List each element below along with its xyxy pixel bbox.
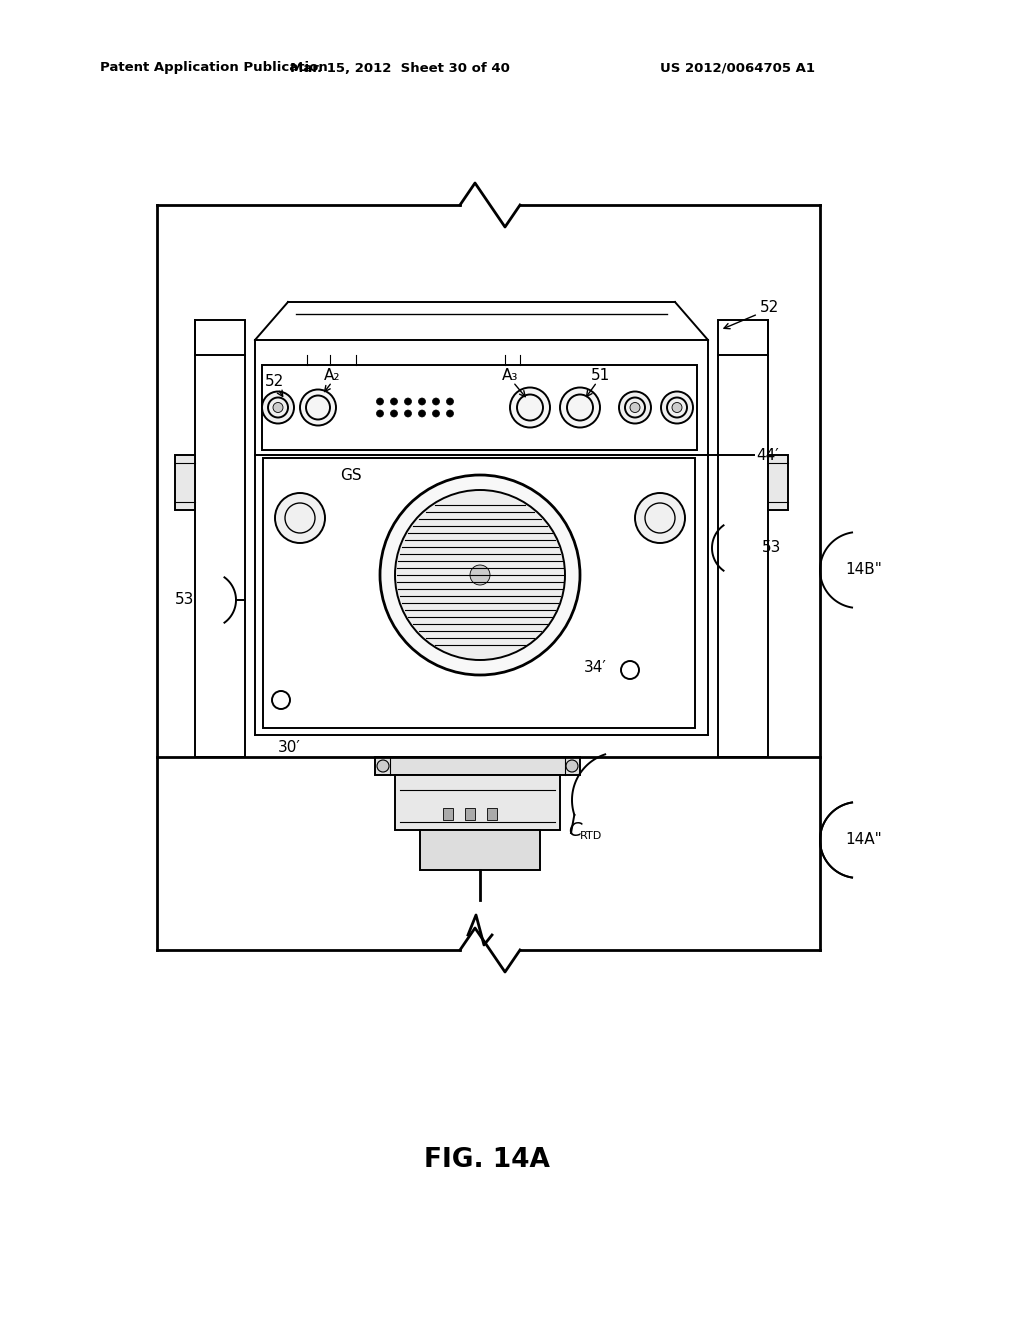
Circle shape [566, 760, 578, 772]
Text: A₃: A₃ [502, 367, 518, 383]
Circle shape [618, 392, 651, 424]
Circle shape [377, 411, 384, 417]
Circle shape [446, 399, 454, 405]
Text: Patent Application Publication: Patent Application Publication [100, 62, 328, 74]
Circle shape [395, 490, 565, 660]
Circle shape [404, 399, 412, 405]
Text: FIG. 14A: FIG. 14A [424, 1147, 550, 1173]
Circle shape [390, 411, 397, 417]
Circle shape [380, 475, 580, 675]
Bar [395, 775, 560, 830]
Circle shape [390, 399, 397, 405]
Circle shape [630, 403, 640, 412]
Bar [263, 458, 695, 729]
Text: GS: GS [340, 467, 361, 483]
Circle shape [273, 403, 283, 412]
Circle shape [560, 388, 600, 428]
Bar [487, 808, 497, 820]
Text: 30′: 30′ [278, 741, 301, 755]
Text: RTD: RTD [580, 832, 602, 841]
Circle shape [377, 760, 389, 772]
Text: 53: 53 [175, 593, 195, 607]
Circle shape [662, 392, 693, 424]
Circle shape [419, 399, 426, 405]
Bar [718, 319, 768, 756]
Circle shape [300, 389, 336, 425]
Text: 14B": 14B" [845, 562, 882, 578]
Bar [443, 808, 453, 820]
Circle shape [672, 403, 682, 412]
Text: 14A": 14A" [845, 833, 882, 847]
Circle shape [275, 492, 325, 543]
Bar [465, 808, 475, 820]
Text: Mar. 15, 2012  Sheet 30 of 40: Mar. 15, 2012 Sheet 30 of 40 [290, 62, 510, 74]
Text: 52: 52 [760, 301, 779, 315]
Text: 34′: 34′ [584, 660, 607, 676]
Circle shape [419, 411, 426, 417]
Text: 53: 53 [762, 540, 781, 556]
Text: A₂: A₂ [324, 367, 340, 383]
Bar [375, 756, 580, 775]
Bar [195, 319, 245, 756]
Circle shape [446, 411, 454, 417]
Text: US 2012/0064705 A1: US 2012/0064705 A1 [660, 62, 815, 74]
Bar [175, 455, 195, 510]
Circle shape [432, 411, 439, 417]
Text: 51: 51 [591, 367, 609, 383]
Bar [420, 830, 540, 870]
Bar [262, 366, 697, 450]
Text: C: C [568, 821, 582, 840]
Circle shape [635, 492, 685, 543]
Circle shape [404, 411, 412, 417]
Circle shape [510, 388, 550, 428]
Circle shape [377, 399, 384, 405]
Bar [768, 455, 788, 510]
Text: 44′: 44′ [756, 447, 778, 462]
Text: 52: 52 [265, 375, 285, 389]
Circle shape [262, 392, 294, 424]
Circle shape [432, 399, 439, 405]
Circle shape [470, 565, 490, 585]
